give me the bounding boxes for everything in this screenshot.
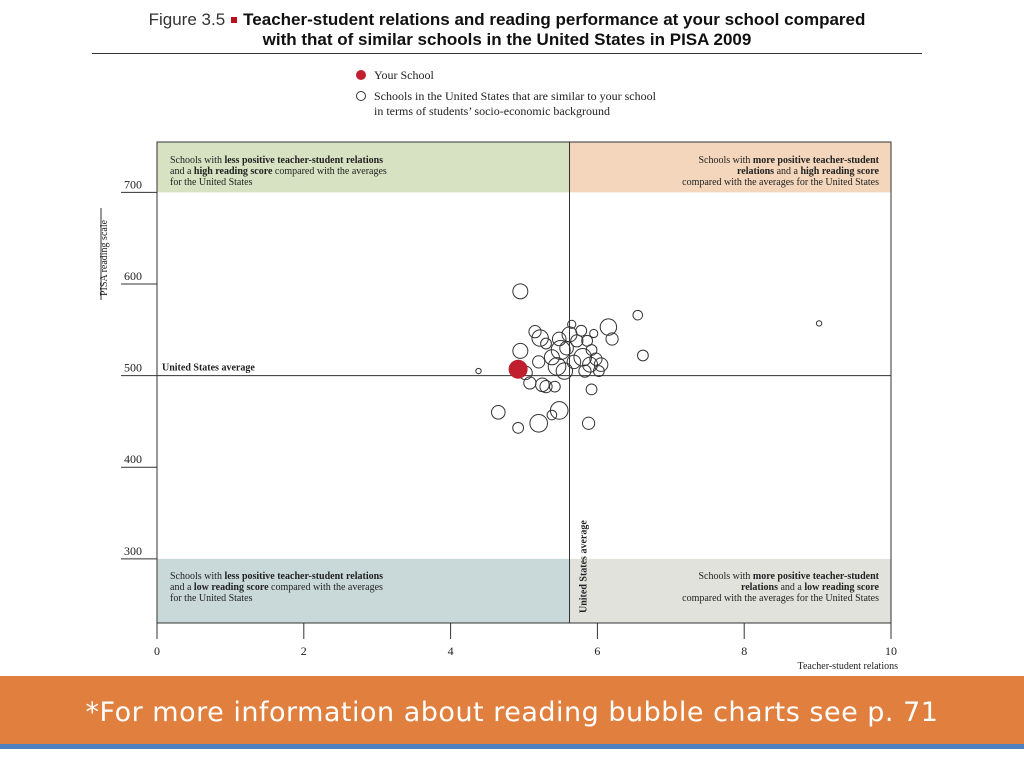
similar-school-bubble <box>548 380 561 393</box>
similar-school-bubble <box>512 283 529 300</box>
similar-school-bubble <box>551 331 567 347</box>
legend-similar-line2: in terms of students’ socio-economic bac… <box>374 104 611 118</box>
footer-divider <box>0 744 1024 749</box>
similar-school-bubble <box>589 352 603 366</box>
quadrant-text-top-left: and a high reading score compared with t… <box>170 166 387 177</box>
chart-axes: 300 400 500 600 700 0 2 4 6 8 10 Teacher-student re… <box>99 141 899 672</box>
similar-school-bubble <box>512 342 529 359</box>
x-tick-label: 2 <box>301 644 307 658</box>
similar-school-bubble <box>585 383 598 396</box>
similar-school-bubble <box>637 349 649 362</box>
band-top-right <box>569 142 891 193</box>
y-tick-label: 600 <box>124 269 142 283</box>
figure-title-line1: Teacher-student relations and reading pe… <box>243 10 866 29</box>
similar-school-bubble <box>546 409 558 421</box>
x-tick-label: 8 <box>741 644 747 658</box>
your-school-bubble <box>508 359 528 379</box>
similar-school-bubble <box>575 324 588 337</box>
quadrant-text-bottom-right: compared with the averages for the Unite… <box>682 593 879 604</box>
similar-school-bubble <box>555 362 574 380</box>
similar-school-bubble <box>539 380 553 394</box>
similar-school-bubble <box>491 404 506 420</box>
similar-school-bubble <box>815 320 823 327</box>
quadrant-descriptions: Schools with less positive teacher-stude… <box>170 155 880 604</box>
similar-school-bubble <box>581 416 596 430</box>
quadrant-text-bottom-left: and a low reading score compared with th… <box>170 582 383 593</box>
filled-circle-icon <box>356 70 366 80</box>
figure-title: Figure 3.5 Teacher-student relations and … <box>92 10 922 50</box>
similar-school-bubble <box>535 377 550 393</box>
band-bottom-left <box>157 558 570 623</box>
similar-school-bubble <box>605 332 619 346</box>
plot-frame <box>156 141 892 624</box>
quadrant-text-top-right: compared with the averages for the Unite… <box>682 177 879 188</box>
similar-school-bubble <box>550 339 571 360</box>
y-tick-label: 300 <box>124 544 142 558</box>
similar-school-bubble <box>589 328 599 339</box>
y-axis-title: PISA reading scale <box>99 219 110 296</box>
quadrant-text-top-right: Schools with more positive teacher-stude… <box>698 155 879 166</box>
y-tick-label: 700 <box>124 177 142 191</box>
similar-school-bubble <box>531 329 549 347</box>
figure-title-line2: with that of similar schools in the Unit… <box>262 30 752 49</box>
band-top-left <box>157 142 570 193</box>
quadrant-text-bottom-right: Schools with more positive teacher-stude… <box>698 571 879 582</box>
x-axis-title: Teacher-student relations <box>798 661 899 672</box>
similar-school-bubble <box>528 325 542 339</box>
x-tick-label: 6 <box>594 644 600 658</box>
bubble-chart: United States average United States avera… <box>99 141 899 672</box>
quadrant-text-top-left: for the United States <box>170 177 253 188</box>
legend-similar-line1: Schools in the United States that are si… <box>374 89 656 103</box>
similar-school-bubble <box>599 318 618 336</box>
chart-legend: Your School Schools in the United States… <box>356 68 656 125</box>
quadrant-text-bottom-right: relations and a low reading score <box>741 582 880 593</box>
band-bottom-right <box>569 558 891 623</box>
x-tick-label: 0 <box>154 644 160 658</box>
quadrant-text-top-left: Schools with less positive teacher-stude… <box>170 155 383 166</box>
footer-note: *For more information about reading bubb… <box>85 696 939 728</box>
x-tick-label: 10 <box>885 644 897 658</box>
hollow-circle-icon <box>356 91 366 101</box>
y-tick-label: 400 <box>124 452 142 466</box>
quadrant-bands <box>157 142 891 623</box>
similar-school-bubble <box>567 319 577 329</box>
legend-label-similar-schools: Schools in the United States that are si… <box>374 89 656 119</box>
title-rule <box>92 53 922 54</box>
similar-school-bubble <box>632 309 644 321</box>
similar-school-bubble <box>529 413 548 433</box>
similar-school-bubble <box>475 367 482 375</box>
similar-school-bubble <box>549 401 569 420</box>
y-tick-label: 500 <box>124 361 142 375</box>
y-average-label: United States average <box>162 363 255 374</box>
similar-school-bubble <box>532 355 546 369</box>
data-points <box>475 283 823 434</box>
similar-school-bubble <box>540 337 552 350</box>
legend-label-your-school: Your School <box>374 68 434 82</box>
title-bullet-icon <box>231 16 238 23</box>
x-average-label: United States average <box>579 520 590 613</box>
similar-school-bubble <box>512 421 525 434</box>
quadrant-text-bottom-left: Schools with less positive teacher-stude… <box>170 571 383 582</box>
figure-label: Figure 3.5 <box>148 10 226 29</box>
similar-school-bubble <box>593 357 609 372</box>
x-tick-label: 4 <box>448 644 454 658</box>
similar-school-bubble <box>543 349 560 366</box>
quadrant-text-top-right: relations and a high reading score <box>737 166 880 177</box>
legend-item-similar-schools: Schools in the United States that are si… <box>356 89 656 119</box>
quadrant-text-bottom-left: for the United States <box>170 593 253 604</box>
similar-school-bubble <box>578 364 592 378</box>
legend-item-your-school: Your School <box>356 68 656 83</box>
footer-banner: *For more information about reading bubb… <box>0 676 1024 748</box>
similar-school-bubble <box>570 334 584 348</box>
